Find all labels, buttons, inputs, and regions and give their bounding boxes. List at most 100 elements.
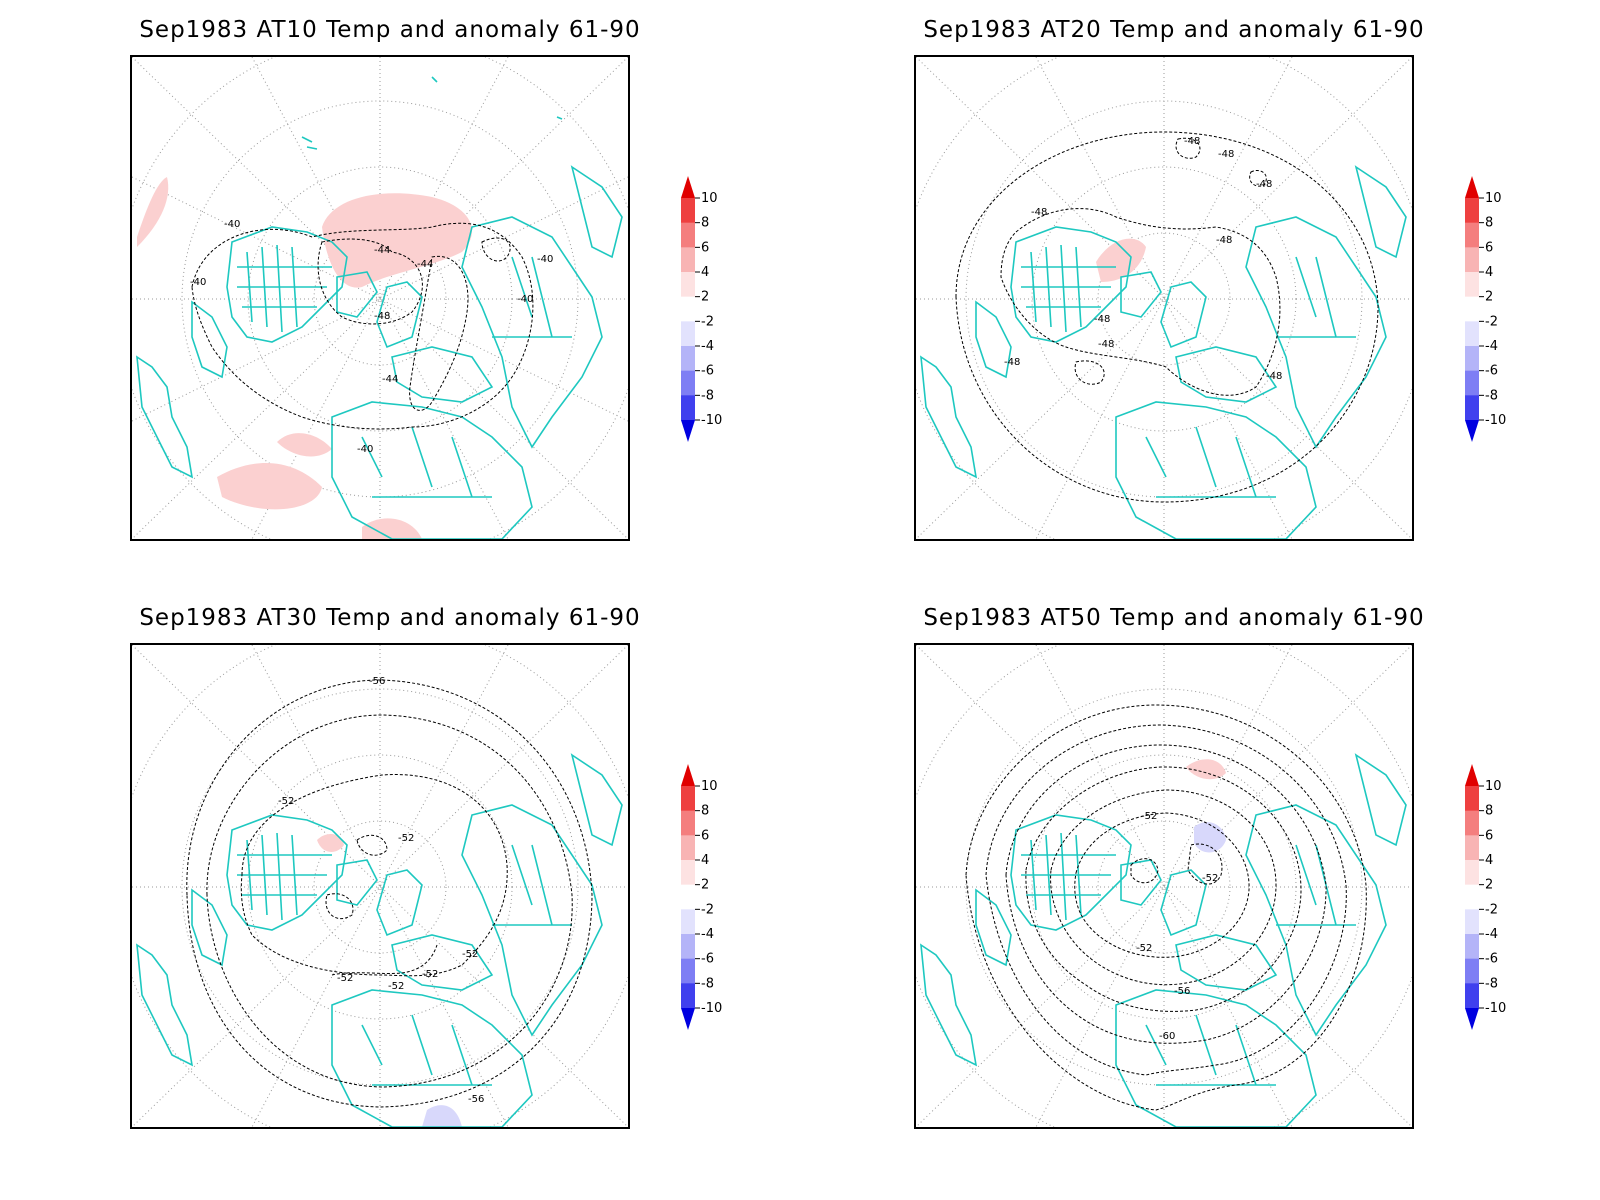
colorbar-band	[1465, 222, 1479, 248]
colorbar-band	[681, 346, 695, 372]
contour-label: -48	[1218, 149, 1234, 160]
colorbar-label: 6	[701, 240, 709, 255]
colorbar-label: -10	[1485, 1001, 1506, 1016]
panel-at10: Sep1983 AT10 Temp and anomaly 61-90	[130, 15, 750, 595]
panel-title: Sep1983 AT50 Temp and anomaly 61-90	[923, 605, 1425, 631]
colorbar-label: 2	[1485, 290, 1493, 305]
polar-map: -52 -52 -52 -56 -60	[916, 645, 1412, 1127]
contour-labels: -40 -44 -44 -48 -44 -40 -40 -40 -40	[190, 219, 553, 455]
contours	[965, 704, 1367, 1111]
colorbar-label: -6	[1485, 952, 1498, 967]
polar-map: -40 -44 -44 -48 -44 -40 -40 -40 -40	[132, 57, 628, 539]
colorbar-label: -2	[701, 902, 714, 917]
contour-label: -40	[357, 444, 373, 455]
contour-label: -48	[1256, 179, 1272, 190]
anomaly-shading	[1096, 238, 1146, 282]
colorbar-band	[1465, 370, 1479, 396]
colorbar-band	[681, 370, 695, 396]
contour-label: -56	[1174, 986, 1190, 997]
contour-label: -40	[224, 219, 240, 230]
colorbar-label: -8	[701, 388, 714, 403]
latitude-grid	[132, 57, 628, 539]
panel-at20: Sep1983 AT20 Temp and anomaly 61-90	[914, 15, 1534, 595]
contour-label: -52	[462, 949, 478, 960]
panel-title: Sep1983 AT30 Temp and anomaly 61-90	[139, 605, 641, 631]
colorbar-band	[681, 222, 695, 248]
colorbar-label: 8	[701, 804, 709, 819]
contour-label: -56	[468, 1094, 484, 1105]
colorbar-label: -8	[1485, 388, 1498, 403]
colorbar-bottom-arrow	[681, 420, 695, 442]
colorbar-bottom-arrow	[1465, 1008, 1479, 1030]
colorbar-top-arrow	[1465, 764, 1479, 786]
contours	[186, 679, 593, 1108]
colorbar-band	[681, 958, 695, 984]
colorbar-label: -8	[1485, 976, 1498, 991]
colorbar-top-arrow	[1465, 176, 1479, 198]
colorbar-label: 8	[1485, 804, 1493, 819]
panel-title: Sep1983 AT10 Temp and anomaly 61-90	[139, 17, 641, 43]
anomaly-shading	[137, 177, 472, 539]
colorbar-band	[1465, 296, 1479, 322]
contour-label: -48	[374, 311, 390, 322]
colorbar-label: 6	[1485, 240, 1493, 255]
contour-label: -44	[374, 245, 390, 256]
colorbar-label: 10	[1485, 191, 1502, 206]
contour-label: -48	[1094, 314, 1110, 325]
contour-labels: -48 -48 -48 -48 -48 -48 -48 -48 -48	[1004, 136, 1282, 382]
colorbar-band	[1465, 395, 1479, 421]
colorbar-label: 2	[1485, 878, 1493, 893]
contour-label: -52	[1202, 873, 1218, 884]
contour-label: -52	[1136, 943, 1152, 954]
colorbar-label: -8	[701, 976, 714, 991]
colorbar-band	[681, 321, 695, 347]
colorbar-label: 2	[701, 878, 709, 893]
colorbar-band	[1465, 810, 1479, 836]
polar-map: -48 -48 -48 -48 -48 -48 -48 -48 -48	[916, 57, 1412, 539]
colorbar-band	[681, 909, 695, 935]
colorbar: 10 8 6 4 2 -2 -4 -6 -8 -10	[1461, 760, 1521, 1050]
contour-label: -48	[1216, 235, 1232, 246]
colorbar-band	[1465, 909, 1479, 935]
colorbar-label: -4	[1485, 927, 1498, 942]
panel-title: Sep1983 AT20 Temp and anomaly 61-90	[923, 17, 1425, 43]
colorbar-band	[681, 884, 695, 910]
colorbar-band	[681, 395, 695, 421]
colorbar-band	[1465, 934, 1479, 960]
colorbar-band	[1465, 786, 1479, 812]
colorbar-label: 10	[1485, 779, 1502, 794]
colorbar-label: 4	[1485, 265, 1493, 280]
contour-label: -48	[1098, 339, 1114, 350]
colorbar-band	[1465, 958, 1479, 984]
contour-label: -52	[337, 973, 353, 984]
colorbar-label: 6	[701, 828, 709, 843]
colorbar-band	[681, 247, 695, 273]
colorbar-band	[1465, 860, 1479, 886]
colorbar: 10 8 6 4 2 -2 -4 -6 -8 -10	[677, 760, 737, 1050]
colorbar-label: -6	[701, 952, 714, 967]
contour-label: -40	[190, 277, 206, 288]
colorbar-label: -2	[1485, 314, 1498, 329]
map-frame: -52 -52 -52 -56 -60	[914, 643, 1414, 1129]
colorbar-label: 6	[1485, 828, 1493, 843]
contour-label: -48	[1031, 207, 1047, 218]
colorbar-band	[681, 835, 695, 861]
colorbar-bottom-arrow	[1465, 420, 1479, 442]
colorbar-band	[681, 272, 695, 298]
colorbar-label: -2	[701, 314, 714, 329]
latitude-grid	[916, 645, 1412, 1127]
colorbar-band	[681, 983, 695, 1009]
contour-label: -40	[517, 294, 533, 305]
colorbar-band	[681, 860, 695, 886]
coastlines	[136, 753, 623, 1127]
anomaly-shading	[317, 833, 462, 1127]
contour-label: -48	[1004, 357, 1020, 368]
colorbar-label: -10	[701, 413, 722, 428]
colorbar-top-arrow	[681, 764, 695, 786]
colorbar-label: -4	[701, 339, 714, 354]
contour-label: -40	[537, 254, 553, 265]
contour-label: -52	[398, 833, 414, 844]
colorbar-bottom-arrow	[681, 1008, 695, 1030]
contours	[955, 131, 1379, 503]
colorbar-band	[681, 810, 695, 836]
